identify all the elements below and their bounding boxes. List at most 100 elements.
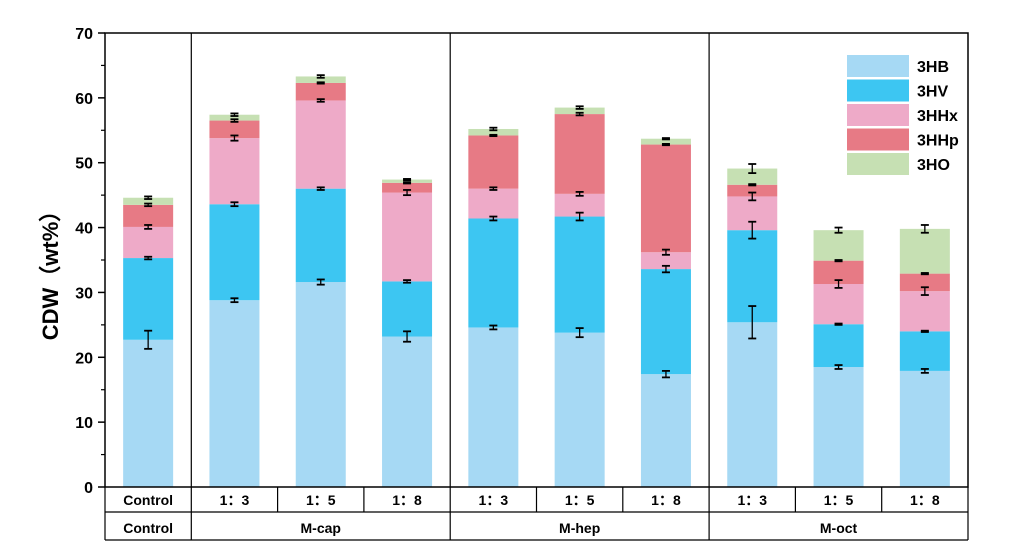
errorbar-3hhx-3: [403, 189, 412, 197]
errorbar-3hhx-8: [834, 279, 843, 289]
bar-3hhx-5: [554, 193, 605, 217]
errorbar-3hhx-4: [489, 186, 498, 191]
bar-3hb-2: [295, 282, 346, 487]
bar-3hhp-8: [813, 260, 864, 284]
category-label: 1：8: [651, 492, 681, 508]
group-label: M-cap: [301, 520, 341, 536]
bar-3hb-0: [123, 339, 174, 487]
errorbar-3hhp-9: [920, 272, 929, 276]
y-tick-label: 30: [75, 285, 93, 302]
errorbar-3hhp-4: [489, 133, 498, 138]
errorbar-3hhp-5: [575, 111, 584, 117]
bar-3hhp-9: [899, 273, 950, 292]
bar-3hv-5: [554, 216, 605, 333]
errorbar-3ho-9: [920, 224, 929, 234]
bar-3ho-2: [295, 76, 346, 83]
category-label: 1：3: [737, 492, 767, 508]
bar-3hhx-9: [899, 291, 950, 332]
legend-label: 3HB: [917, 59, 949, 76]
errorbar-3ho-4: [489, 126, 498, 132]
category-label: 1：8: [910, 492, 940, 508]
bar-3hb-6: [640, 374, 691, 487]
y-tick-label: 10: [75, 415, 93, 432]
bar-3ho-3: [382, 179, 433, 183]
bar-3hv-1: [209, 204, 260, 301]
legend: 3HB 3HV 3HHx 3HHp 3HO: [847, 55, 959, 175]
bar-3hhx-0: [123, 226, 174, 259]
category-label: Control: [123, 492, 173, 508]
errorbar-3hb-8: [834, 364, 843, 370]
bar-3hb-7: [727, 322, 778, 487]
bar-3hb-5: [554, 332, 605, 487]
legend-item-3hhp: 3HHp: [847, 128, 959, 151]
category-table: Control 1：3 1：5 1：8 1：3 1：5 1：8 1：3 1：5 1：8 Contro…: [104, 487, 969, 541]
errorbar-3hv-8: [834, 322, 843, 326]
errorbar-3hhp-0: [144, 202, 153, 208]
bar-3hb-9: [899, 370, 950, 487]
errorbar-3ho-0: [144, 195, 153, 200]
category-label: 1：5: [824, 492, 854, 508]
bar-3hhx-1: [209, 138, 260, 205]
legend-label: 3HV: [917, 84, 948, 101]
y-axis: 0 10 20 30 40 50 60 70: [75, 26, 105, 497]
bar-3hhp-3: [382, 182, 433, 193]
bar-3ho-0: [123, 197, 174, 205]
legend-swatch: [847, 104, 909, 126]
bar-3ho-8: [813, 230, 864, 261]
legend-swatch: [847, 153, 909, 175]
errorbar-3hb-9: [920, 368, 929, 374]
errorbar-3ho-7: [748, 163, 757, 174]
errorbar-3hv-9: [920, 329, 929, 333]
bars-layer: [123, 76, 950, 487]
errorbar-3hhp-7: [748, 183, 757, 187]
errorbar-3hv-1: [230, 201, 239, 208]
bar-3hb-4: [468, 327, 519, 487]
errorbar-3ho-5: [575, 105, 584, 110]
bar-3ho-5: [554, 107, 605, 115]
legend-label: 3HHp: [917, 133, 959, 150]
errorbar-3ho-8: [834, 226, 843, 234]
bar-3ho-1: [209, 114, 260, 121]
legend-label: 3HHx: [917, 108, 958, 125]
bar-3hhp-1: [209, 120, 260, 139]
bar-3hhp-2: [295, 82, 346, 101]
errorbar-3hhx-1: [230, 134, 239, 142]
legend-swatch: [847, 79, 909, 102]
errorbar-3hhx-7: [748, 191, 757, 202]
error-bars-layer: [144, 74, 929, 379]
bar-3hhp-0: [123, 204, 174, 227]
bar-3hhp-4: [468, 135, 519, 189]
legend-item-3hhx: 3HHx: [847, 104, 958, 126]
errorbar-3hv-6: [661, 264, 670, 274]
bar-3hv-2: [295, 188, 346, 283]
errorbar-3hb-0: [144, 329, 153, 350]
errorbar-3ho-2: [316, 74, 325, 79]
category-label: 1：3: [479, 492, 509, 508]
y-tick-label: 0: [84, 480, 93, 497]
errorbar-3hv-7: [748, 220, 757, 240]
bar-3hhx-2: [295, 100, 346, 189]
bar-3hb-3: [382, 336, 433, 487]
errorbar-3ho-1: [230, 112, 239, 117]
category-label: 1：8: [392, 492, 422, 508]
y-tick-label: 60: [75, 91, 93, 108]
errorbar-3hhx-9: [920, 286, 929, 296]
errorbar-3hv-5: [575, 211, 584, 222]
legend-swatch: [847, 128, 909, 151]
bar-3hhx-6: [640, 252, 691, 270]
bar-3hhx-3: [382, 192, 433, 282]
errorbar-3hb-4: [489, 324, 498, 331]
group-label: Control: [123, 520, 173, 536]
errorbar-3hv-2: [316, 186, 325, 191]
bar-3hb-1: [209, 300, 260, 487]
errorbar-3hhp-2: [316, 81, 325, 85]
errorbar-3hb-3: [403, 330, 412, 343]
y-tick-label: 40: [75, 221, 93, 238]
group-label: M-oct: [820, 520, 858, 536]
bar-3hv-4: [468, 218, 519, 328]
errorbar-3hb-2: [316, 278, 325, 286]
errorbar-3hhp-6: [661, 143, 670, 147]
bar-3hv-8: [813, 324, 864, 368]
category-label: 1：3: [220, 492, 250, 508]
errorbar-3ho-6: [661, 137, 670, 141]
